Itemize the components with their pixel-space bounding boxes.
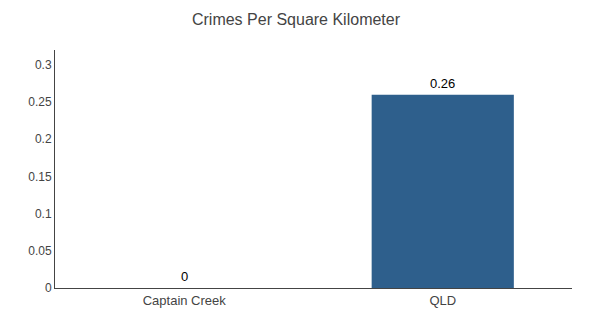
- svg-text:0: 0: [181, 269, 188, 284]
- svg-text:0: 0: [45, 281, 52, 295]
- svg-text:0.26: 0.26: [430, 76, 455, 91]
- svg-text:Crimes Per Square Kilometer: Crimes Per Square Kilometer: [192, 11, 401, 28]
- svg-text:Captain Creek: Captain Creek: [143, 293, 227, 308]
- svg-text:0.2: 0.2: [35, 132, 52, 146]
- svg-text:0.3: 0.3: [35, 58, 52, 72]
- svg-text:0.25: 0.25: [28, 95, 52, 109]
- svg-text:0.05: 0.05: [28, 244, 52, 258]
- svg-text:0.15: 0.15: [28, 170, 52, 184]
- svg-text:0.1: 0.1: [35, 207, 52, 221]
- svg-text:QLD: QLD: [429, 293, 456, 308]
